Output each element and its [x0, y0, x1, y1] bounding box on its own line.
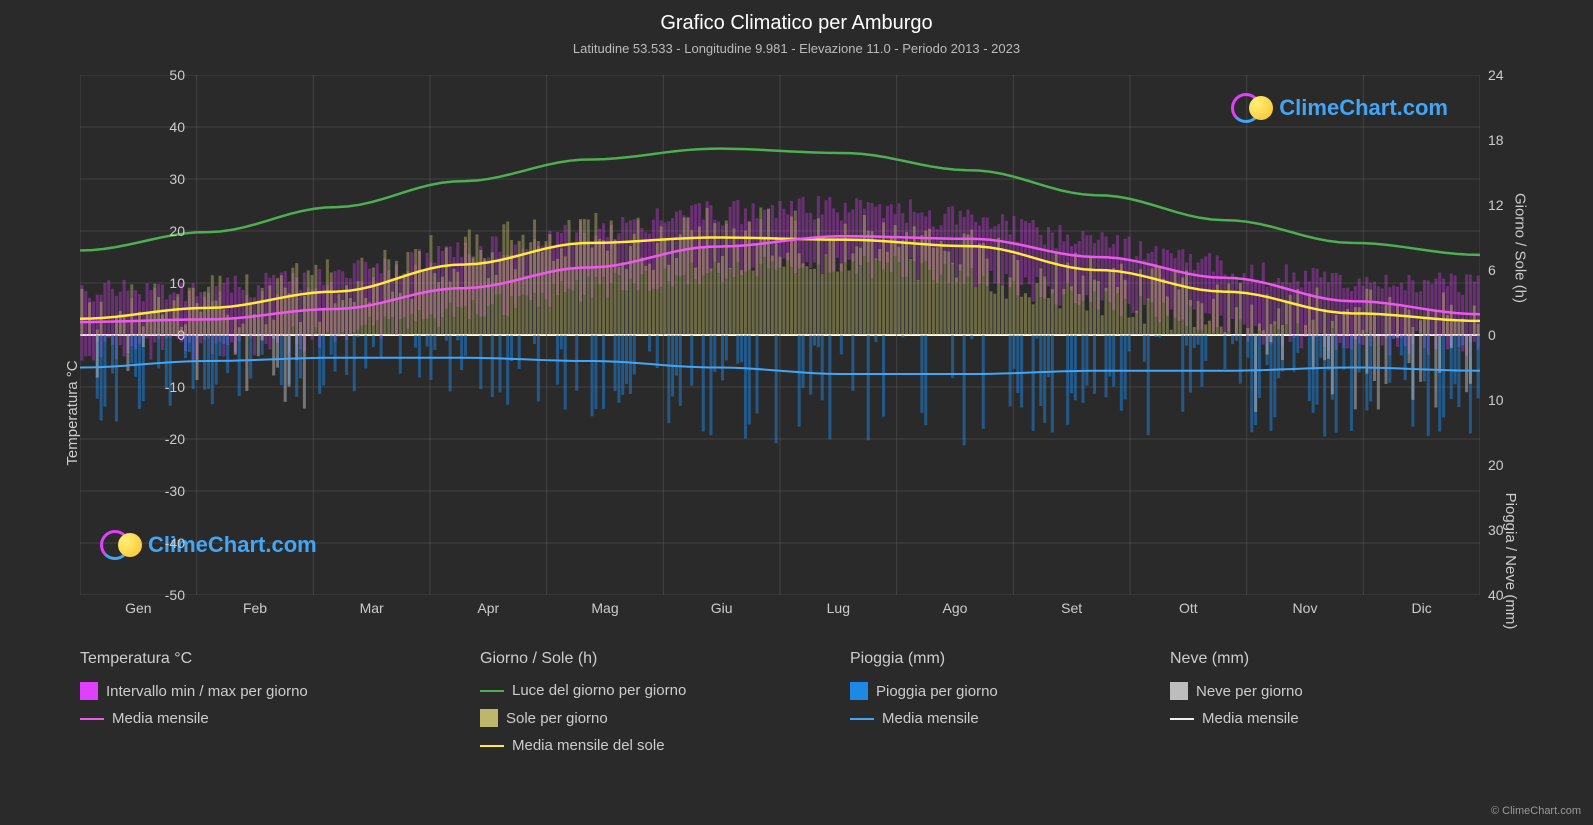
tick-month: Mag: [591, 600, 618, 616]
tick-left: 50: [125, 67, 185, 83]
tick-right-hours: 0: [1488, 327, 1528, 343]
legend-label: Pioggia per giorno: [876, 683, 998, 700]
legend-swatch: [850, 718, 874, 720]
legend-label: Sole per giorno: [506, 710, 608, 727]
tick-right-mm: 40: [1488, 587, 1528, 603]
legend-title: Temperatura °C: [80, 650, 440, 668]
tick-month: Gen: [125, 600, 151, 616]
tick-left: 40: [125, 119, 185, 135]
legend-label: Neve per giorno: [1196, 683, 1303, 700]
plot-svg: [80, 75, 1480, 595]
tick-left: -10: [125, 379, 185, 395]
tick-right-hours: 24: [1488, 67, 1528, 83]
tick-month: Dic: [1412, 600, 1432, 616]
legend-swatch: [480, 745, 504, 747]
legend-label: Media mensile del sole: [512, 737, 665, 754]
legend-label: Media mensile: [1202, 710, 1299, 727]
tick-right-hours: 18: [1488, 132, 1528, 148]
tick-left: 0: [125, 327, 185, 343]
tick-left: -20: [125, 431, 185, 447]
tick-month: Mar: [360, 600, 384, 616]
legend-column: Pioggia (mm) Pioggia per giorno Media mens…: [850, 650, 1130, 754]
legend-swatch: [480, 690, 504, 692]
tick-right-hours: 6: [1488, 262, 1528, 278]
legend-title: Neve (mm): [1170, 650, 1430, 668]
tick-month: Lug: [827, 600, 850, 616]
left-axis-label: Temperatura °C: [64, 360, 81, 465]
tick-left: 20: [125, 223, 185, 239]
legend-label: Luce del giorno per giorno: [512, 682, 686, 699]
legend-title: Pioggia (mm): [850, 650, 1130, 668]
legend-column: Giorno / Sole (h) Luce del giorno per gio…: [480, 650, 810, 754]
legend-label: Intervallo min / max per giorno: [106, 683, 308, 700]
legend-swatch: [1170, 682, 1188, 700]
tick-left: -30: [125, 483, 185, 499]
legend-title: Giorno / Sole (h): [480, 650, 810, 668]
legend-column: Neve (mm) Neve per giorno Media mensile: [1170, 650, 1430, 754]
tick-right-hours: 12: [1488, 197, 1528, 213]
plot-area: [80, 75, 1480, 595]
legend-item: Media mensile del sole: [480, 737, 810, 754]
legend-item: Media mensile: [1170, 710, 1430, 727]
tick-month: Nov: [1293, 600, 1318, 616]
legend-item: Luce del giorno per giorno: [480, 682, 810, 699]
legend-label: Media mensile: [882, 710, 979, 727]
legend-item: Neve per giorno: [1170, 682, 1430, 700]
legend-swatch: [80, 682, 98, 700]
tick-left: 10: [125, 275, 185, 291]
climate-chart: Grafico Climatico per Amburgo Latitudine…: [0, 0, 1593, 825]
tick-month: Ago: [943, 600, 968, 616]
brand-text: ClimeChart.com: [1279, 95, 1448, 121]
copyright: © ClimeChart.com: [1491, 805, 1581, 817]
tick-right-mm: 30: [1488, 522, 1528, 538]
logo-sun-icon: [1249, 96, 1273, 120]
legend-item: Media mensile: [80, 710, 440, 727]
legend-swatch: [850, 682, 868, 700]
right-axis-bottom-label: Pioggia / Neve (mm): [1502, 493, 1519, 630]
legend-swatch: [1170, 718, 1194, 720]
legend-column: Temperatura °C Intervallo min / max per g…: [80, 650, 440, 754]
tick-left: 30: [125, 171, 185, 187]
legend-item: Sole per giorno: [480, 709, 810, 727]
legend-label: Media mensile: [112, 710, 209, 727]
chart-title: Grafico Climatico per Amburgo: [0, 0, 1593, 35]
tick-month: Apr: [477, 600, 499, 616]
brand-logo-top: ClimeChart.com: [1231, 93, 1448, 123]
legend: Temperatura °C Intervallo min / max per g…: [80, 650, 1480, 754]
legend-swatch: [480, 709, 498, 727]
tick-right-mm: 10: [1488, 392, 1528, 408]
tick-right-mm: 20: [1488, 457, 1528, 473]
chart-subtitle: Latitudine 53.533 - Longitudine 9.981 - …: [0, 35, 1593, 56]
legend-swatch: [80, 718, 104, 720]
tick-left: -40: [125, 535, 185, 551]
tick-month: Feb: [243, 600, 267, 616]
legend-item: Intervallo min / max per giorno: [80, 682, 440, 700]
tick-month: Giu: [711, 600, 733, 616]
legend-item: Pioggia per giorno: [850, 682, 1130, 700]
legend-item: Media mensile: [850, 710, 1130, 727]
tick-month: Ott: [1179, 600, 1198, 616]
tick-month: Set: [1061, 600, 1082, 616]
